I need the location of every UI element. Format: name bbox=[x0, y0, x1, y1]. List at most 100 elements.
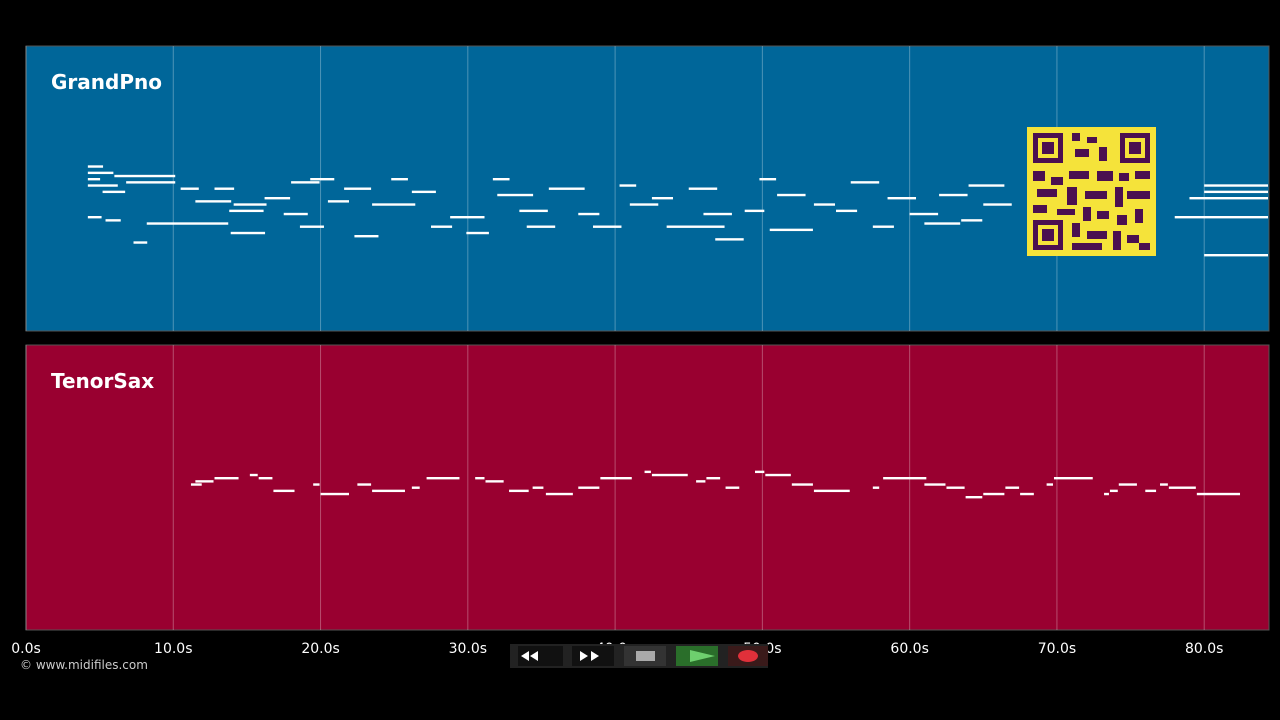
note bbox=[965, 496, 983, 499]
note bbox=[1189, 197, 1268, 200]
note bbox=[629, 203, 659, 206]
note bbox=[651, 473, 688, 477]
play-button[interactable] bbox=[676, 646, 718, 666]
note bbox=[466, 231, 489, 235]
note bbox=[87, 178, 101, 181]
note bbox=[214, 477, 239, 480]
note bbox=[310, 178, 335, 181]
note bbox=[651, 197, 674, 200]
note bbox=[777, 193, 806, 197]
note bbox=[924, 222, 961, 225]
note bbox=[909, 212, 939, 216]
note bbox=[725, 486, 740, 489]
note bbox=[126, 181, 176, 184]
note bbox=[813, 489, 850, 493]
note bbox=[836, 209, 858, 213]
note bbox=[545, 492, 573, 496]
note bbox=[87, 216, 102, 219]
track-background bbox=[25, 344, 1270, 631]
note bbox=[1109, 489, 1118, 493]
note bbox=[1005, 486, 1020, 489]
copyright: © www.midifiles.com bbox=[20, 658, 148, 672]
x-tick-label: 20.0s bbox=[301, 641, 339, 657]
note bbox=[939, 193, 968, 197]
note bbox=[706, 477, 721, 480]
note bbox=[946, 486, 965, 489]
note bbox=[619, 184, 637, 187]
note bbox=[87, 165, 104, 168]
note bbox=[133, 241, 148, 244]
note bbox=[273, 489, 295, 493]
note bbox=[450, 216, 485, 219]
note bbox=[872, 225, 894, 228]
note bbox=[87, 171, 114, 175]
note bbox=[872, 486, 880, 489]
note bbox=[813, 203, 836, 206]
track-panel: TenorSax bbox=[25, 344, 1270, 631]
note bbox=[744, 209, 765, 213]
note bbox=[431, 225, 453, 228]
note bbox=[475, 477, 485, 480]
note bbox=[344, 187, 372, 190]
track-name: GrandPno bbox=[51, 70, 162, 94]
note bbox=[291, 181, 320, 184]
note bbox=[485, 480, 504, 483]
note bbox=[600, 477, 632, 480]
forward-button[interactable] bbox=[572, 646, 614, 666]
note bbox=[1204, 190, 1268, 194]
note bbox=[715, 238, 744, 241]
note bbox=[578, 486, 600, 489]
note bbox=[313, 483, 320, 486]
note bbox=[229, 209, 264, 213]
note bbox=[968, 184, 1005, 187]
note bbox=[1204, 184, 1268, 187]
note bbox=[791, 483, 813, 486]
note bbox=[548, 187, 585, 190]
note bbox=[190, 483, 202, 486]
note bbox=[426, 477, 460, 480]
note bbox=[320, 492, 350, 496]
note bbox=[102, 190, 126, 194]
note bbox=[1160, 483, 1168, 486]
note bbox=[519, 209, 548, 213]
note bbox=[230, 231, 266, 235]
note bbox=[195, 200, 232, 203]
note bbox=[492, 178, 510, 181]
note bbox=[105, 219, 121, 222]
x-tick-label: 60.0s bbox=[890, 641, 928, 657]
note bbox=[688, 187, 718, 190]
track-name: TenorSax bbox=[51, 369, 154, 393]
note bbox=[180, 187, 199, 190]
note bbox=[755, 470, 765, 474]
note bbox=[258, 477, 273, 480]
note bbox=[214, 187, 235, 190]
note bbox=[497, 193, 534, 197]
note bbox=[1168, 486, 1196, 489]
record-button[interactable] bbox=[728, 646, 768, 666]
x-tick-label: 30.0s bbox=[449, 641, 487, 657]
note bbox=[593, 225, 622, 228]
note bbox=[961, 219, 983, 222]
rewind-button[interactable] bbox=[518, 646, 563, 666]
note bbox=[327, 200, 350, 203]
note bbox=[299, 225, 324, 228]
note bbox=[765, 473, 791, 477]
note bbox=[411, 190, 436, 194]
note bbox=[850, 181, 880, 184]
transport-controls bbox=[510, 644, 768, 668]
note bbox=[532, 486, 544, 489]
x-tick-label: 10.0s bbox=[154, 641, 192, 657]
note bbox=[769, 228, 813, 232]
note bbox=[357, 483, 372, 486]
stop-button[interactable] bbox=[624, 646, 666, 666]
note bbox=[195, 480, 214, 483]
note bbox=[1204, 254, 1268, 257]
note bbox=[703, 212, 732, 216]
note bbox=[983, 203, 1012, 206]
note bbox=[666, 225, 725, 228]
note bbox=[146, 222, 229, 225]
note bbox=[644, 470, 651, 474]
note bbox=[1174, 216, 1268, 219]
x-tick-label: 80.0s bbox=[1185, 641, 1223, 657]
